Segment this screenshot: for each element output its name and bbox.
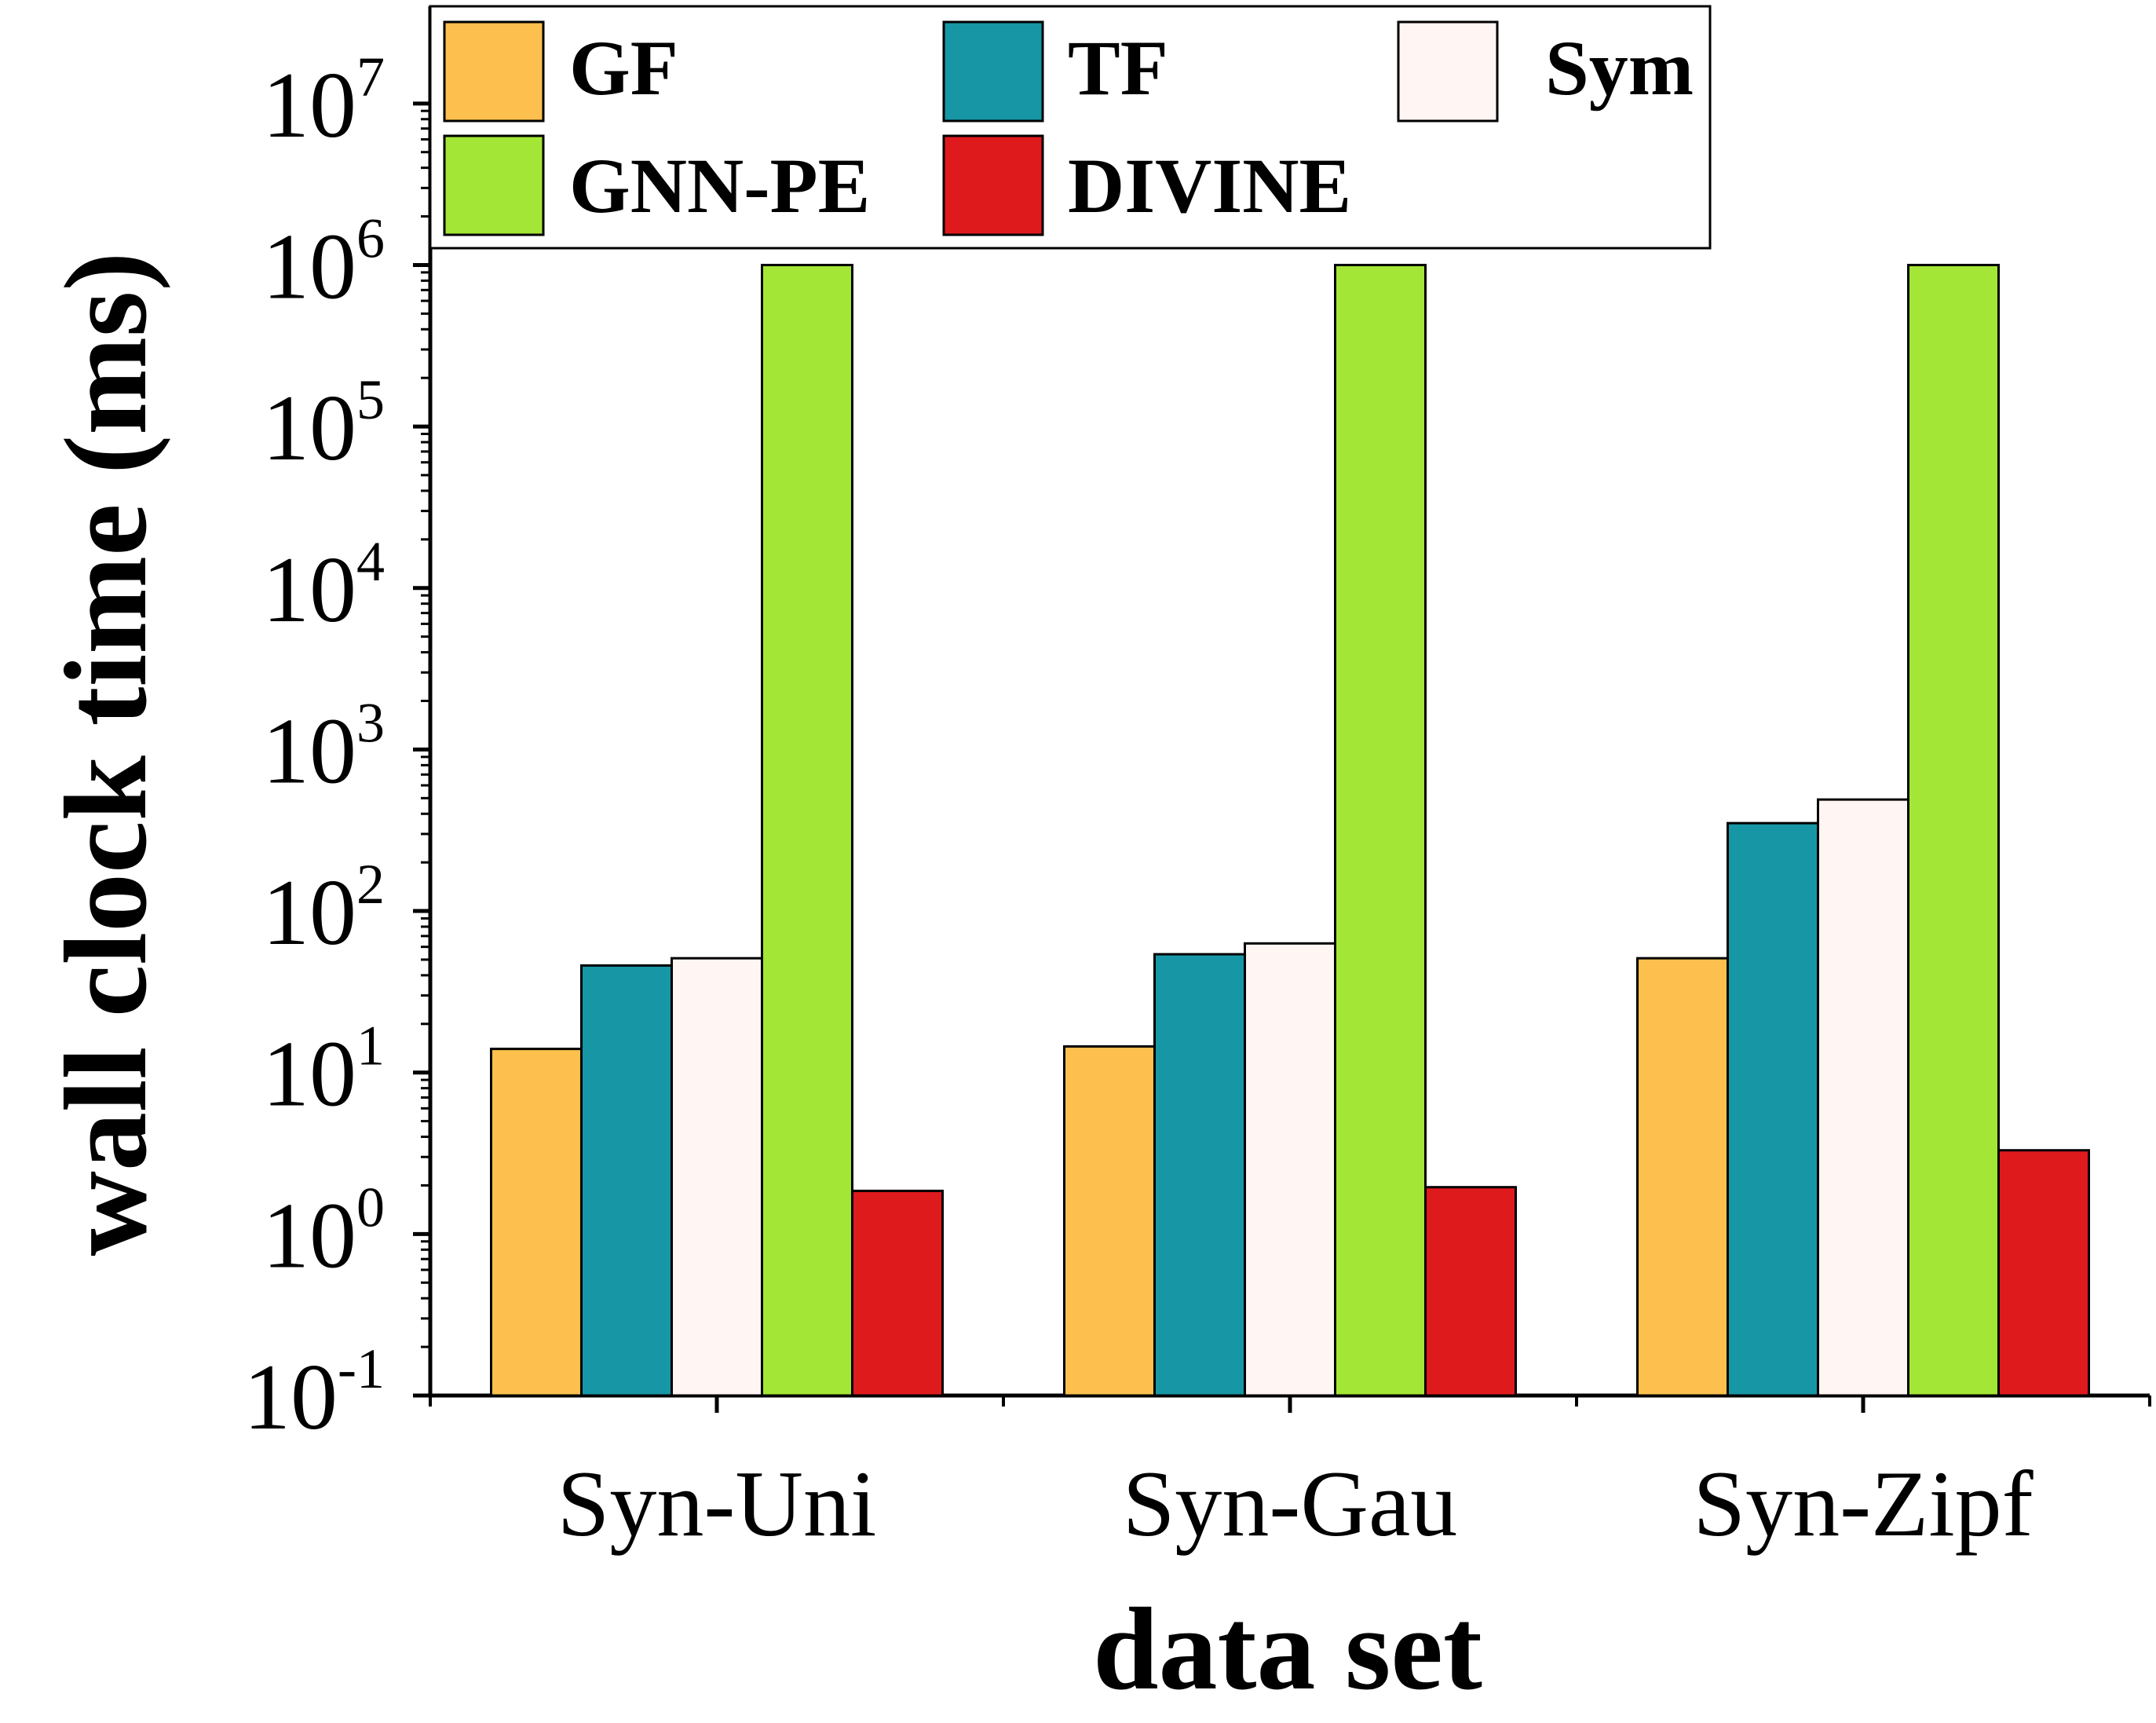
x-ticks: Syn-Uni Syn-Gau Syn-Zipf [429, 1396, 2151, 1556]
y-tick-label: 105 [262, 368, 385, 480]
legend: GF TF Sym GNN-PE DIVINE [429, 5, 1712, 250]
legend-swatch [443, 134, 545, 236]
x-axis-title: data set [1093, 1584, 1482, 1714]
y-tick-label: 10-1 [243, 1337, 385, 1449]
bars [490, 263, 2090, 1397]
bar-gnn-pe [1907, 263, 2000, 1397]
bar-gnn-pe [1334, 263, 1427, 1397]
y-ticks: 10-1 100 101 102 103 104 105 106 107 [243, 46, 430, 1449]
y-tick-label: 107 [262, 46, 385, 157]
x-tick-label: Syn-Zipf [1693, 1451, 2033, 1556]
y-tick-label: 104 [262, 530, 385, 642]
legend-label: Sym [1545, 24, 1694, 112]
bar-divine [1997, 1149, 2090, 1397]
y-tick-label: 102 [262, 853, 385, 964]
bar-sym [1817, 798, 1909, 1397]
legend-swatch [1397, 20, 1499, 123]
bar-sym [1244, 942, 1336, 1397]
bar-divine [851, 1189, 944, 1397]
legend-label: GNN-PE [569, 142, 870, 229]
y-tick-label: 103 [262, 691, 385, 803]
y-axis-title: wall clock time (ms) [41, 252, 171, 1257]
bar-gf [490, 1048, 583, 1397]
legend-label: GF [569, 24, 678, 112]
y-tick-label: 101 [262, 1015, 385, 1126]
bar-gf [1063, 1045, 1156, 1397]
x-tick-label: Syn-Uni [557, 1451, 877, 1556]
bar-tf [1153, 953, 1246, 1397]
bar-gnn-pe [761, 263, 853, 1397]
x-tick-label: Syn-Gau [1123, 1451, 1458, 1556]
y-tick-label: 100 [262, 1176, 385, 1287]
legend-label: TF [1068, 24, 1168, 112]
legend-swatch [942, 134, 1044, 236]
legend-label: DIVINE [1068, 142, 1351, 229]
bar-gf [1636, 957, 1729, 1397]
bar-divine [1424, 1186, 1517, 1397]
bar-sym [671, 957, 763, 1397]
y-tick-label: 106 [262, 207, 385, 318]
legend-swatch [443, 20, 545, 123]
bar-tf [580, 964, 673, 1397]
legend-swatch [942, 20, 1044, 123]
bar-tf [1727, 821, 1819, 1397]
